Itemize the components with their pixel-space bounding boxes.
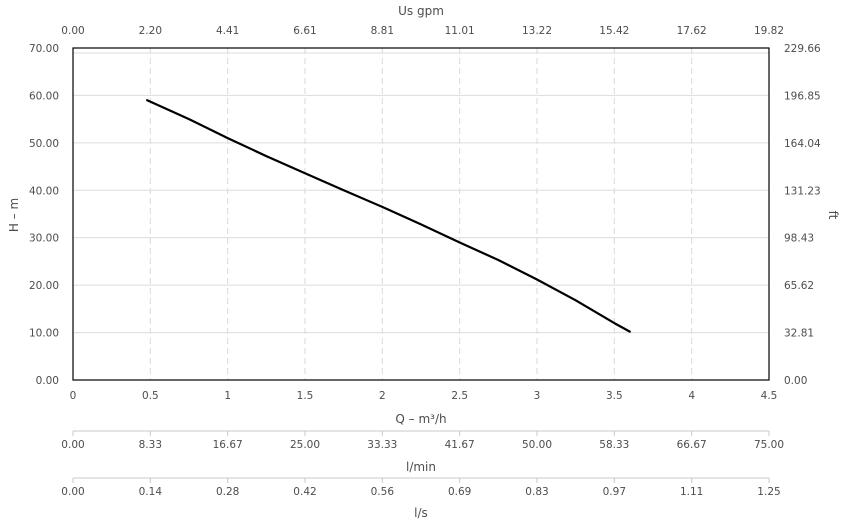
y2-tick-label: 131.23 xyxy=(784,185,821,197)
grid xyxy=(73,48,769,380)
y2-tick-label: 0.00 xyxy=(784,375,807,387)
lmin-tick-label: 16.67 xyxy=(213,439,243,451)
y2-tick-label: 229.66 xyxy=(784,43,821,55)
ls-tick-label: 0.69 xyxy=(448,486,471,498)
curve-layer xyxy=(146,99,631,333)
lmin-tick-label: 50.00 xyxy=(522,439,552,451)
x-tick-label: 3 xyxy=(534,390,541,402)
x-tick-label: 4 xyxy=(688,390,695,402)
ls-tick-label: 0.97 xyxy=(603,486,626,498)
ls-tick-label: 0.28 xyxy=(216,486,239,498)
lmin-axis-title: l/min xyxy=(406,460,436,474)
top-tick-label: 0.00 xyxy=(61,25,84,37)
y2-tick-label: 65.62 xyxy=(784,280,814,292)
lmin-tick-label: 41.67 xyxy=(445,439,475,451)
ls-tick-label: 1.25 xyxy=(757,486,780,498)
top-tick-label: 11.01 xyxy=(445,25,475,37)
lmin-tick-label: 33.33 xyxy=(367,439,397,451)
lmin-tick-label: 25.00 xyxy=(290,439,320,451)
y-tick-label: 0.00 xyxy=(36,375,59,387)
top-tick-label: 15.42 xyxy=(599,25,629,37)
ls-tick-label: 0.14 xyxy=(139,486,163,498)
lmin-tick-label: 66.67 xyxy=(677,439,707,451)
secondary-axes: 0.00 8.33 16.67 25.00 33.33 41.67 50.00 58.33 66… xyxy=(61,430,784,498)
y2-tick-label: 164.04 xyxy=(784,138,821,150)
lmin-tick-label: 58.33 xyxy=(599,439,629,451)
lmin-tick-label: 75.00 xyxy=(754,439,784,451)
ls-tick-label: 0.00 xyxy=(61,486,84,498)
y-tick-label: 60.00 xyxy=(29,90,59,102)
ls-tick-label: 0.42 xyxy=(293,486,316,498)
top-tick-label: 2.20 xyxy=(139,25,162,37)
x-tick-label: 3.5 xyxy=(606,390,623,402)
y-tick-label: 30.00 xyxy=(29,233,59,245)
y2-tick-label: 98.43 xyxy=(784,233,814,245)
x-tick-label: 2 xyxy=(379,390,386,402)
ls-tick-label: 0.56 xyxy=(371,486,395,498)
top-tick-label: 4.41 xyxy=(216,25,239,37)
y2-axis-title: ft xyxy=(826,211,840,220)
ls-axis-title: l/s xyxy=(414,506,428,520)
x-axis-title: Q – m³/h xyxy=(395,412,446,426)
y2-tick-label: 32.81 xyxy=(784,328,814,340)
lmin-tick-label: 0.00 xyxy=(61,439,84,451)
y-tick-label: 40.00 xyxy=(29,185,59,197)
ls-tick-label: 0.83 xyxy=(525,486,548,498)
x-tick-label: 0.5 xyxy=(142,390,159,402)
top-axis-title: Us gpm xyxy=(398,4,444,18)
plot-frame xyxy=(72,47,770,381)
y-tick-label: 10.00 xyxy=(29,328,59,340)
y-tick-label: 50.00 xyxy=(29,138,59,150)
y2-tick-label: 196.85 xyxy=(784,90,821,102)
y-tick-label: 70.00 xyxy=(29,43,59,55)
top-tick-label: 17.62 xyxy=(677,25,707,37)
top-tick-label: 8.81 xyxy=(371,25,394,37)
tick-labels: 0 0.5 1 1.5 2 2.5 3 3.5 4 4.5 0.00 2.20 4.41 6.61 8.81… xyxy=(29,25,821,402)
ls-tick-label: 1.11 xyxy=(680,486,703,498)
performance-curve xyxy=(146,99,631,333)
y-tick-label: 20.00 xyxy=(29,280,59,292)
x-tick-label: 0 xyxy=(70,390,77,402)
y-axis-title: H – m xyxy=(7,198,21,232)
x-tick-label: 4.5 xyxy=(761,390,778,402)
x-tick-label: 2.5 xyxy=(451,390,468,402)
top-tick-label: 13.22 xyxy=(522,25,552,37)
x-tick-label: 1.5 xyxy=(297,390,314,402)
x-tick-label: 1 xyxy=(224,390,231,402)
top-tick-label: 6.61 xyxy=(293,25,316,37)
lmin-tick-label: 8.33 xyxy=(139,439,162,451)
top-tick-label: 19.82 xyxy=(754,25,784,37)
